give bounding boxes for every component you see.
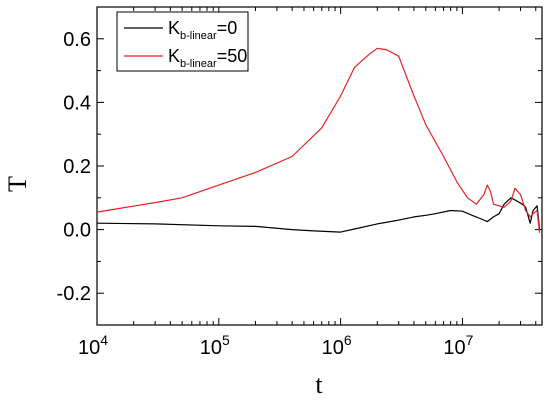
legend-label-1-rest: =50 bbox=[217, 46, 248, 66]
legend-label-1: Kb-linear=50 bbox=[168, 46, 247, 70]
y-tick-label: 0.2 bbox=[63, 156, 91, 178]
x-tick-label-exponent: 6 bbox=[344, 332, 352, 348]
y-axis-label: T bbox=[3, 176, 32, 192]
legend-label-0-main: K bbox=[168, 18, 180, 38]
x-tick-label-base: 10 bbox=[443, 337, 465, 359]
legend: Kb-linear=0 Kb-linear=50 bbox=[116, 11, 249, 72]
x-tick-label: 106 bbox=[322, 332, 352, 359]
x-axis-label: t bbox=[315, 370, 323, 399]
x-tick-label-exponent: 5 bbox=[222, 332, 230, 348]
x-tick-label: 105 bbox=[200, 332, 230, 359]
x-tick-label-base: 10 bbox=[322, 337, 344, 359]
x-tick-label-base: 10 bbox=[78, 337, 100, 359]
y-tick-label: -0.2 bbox=[57, 283, 91, 305]
x-tick-label-base: 10 bbox=[200, 337, 222, 359]
y-tick-label: 0.0 bbox=[63, 220, 91, 242]
x-tick-label: 104 bbox=[78, 332, 108, 359]
y-tick-label: 0.6 bbox=[63, 29, 91, 51]
legend-label-0: Kb-linear=0 bbox=[168, 18, 237, 42]
x-tick-label-exponent: 7 bbox=[466, 332, 474, 348]
legend-box bbox=[116, 11, 249, 72]
legend-label-0-rest: =0 bbox=[217, 18, 238, 38]
x-tick-label-exponent: 4 bbox=[100, 332, 108, 348]
series-layer bbox=[96, 47, 541, 233]
tick-labels: 104 105 106 107-0.20.00.20.40.6 bbox=[57, 29, 474, 359]
legend-label-0-sub: b-linear bbox=[180, 30, 217, 42]
series-line-1 bbox=[96, 47, 541, 233]
legend-label-1-sub: b-linear bbox=[180, 58, 217, 70]
y-tick-label: 0.4 bbox=[63, 92, 91, 114]
series-line-0 bbox=[96, 197, 541, 233]
x-tick-label: 107 bbox=[443, 332, 473, 359]
legend-label-1-main: K bbox=[168, 46, 180, 66]
